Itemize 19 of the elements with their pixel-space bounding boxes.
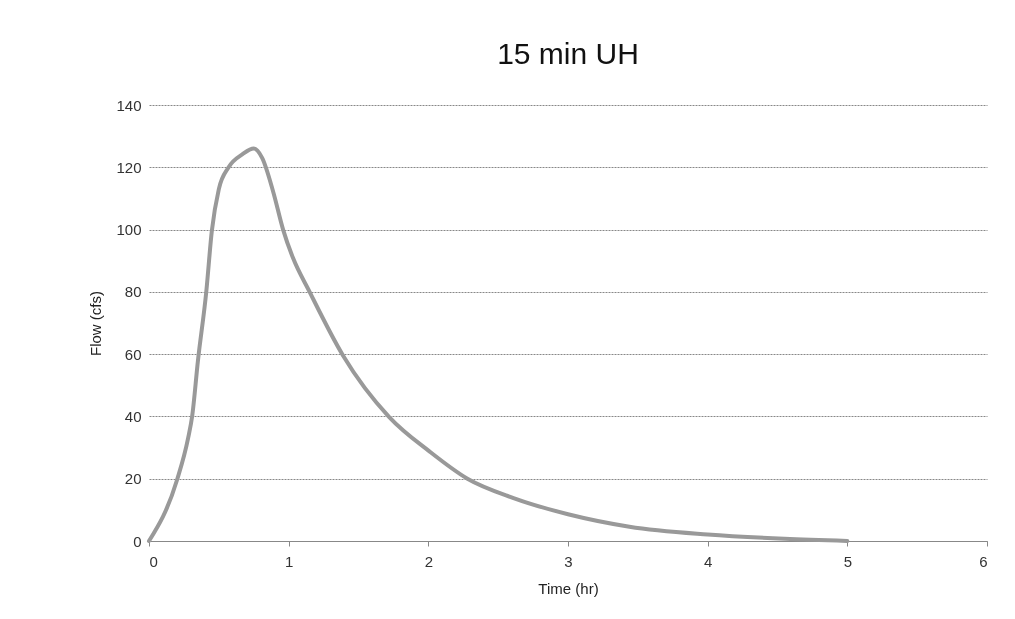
x-tick-label: 6 [979, 552, 988, 570]
x-tick-label: 2 [424, 552, 434, 570]
y-tick-label: 40 [124, 407, 142, 425]
x-tick-label: 4 [703, 552, 713, 570]
x-tick-label: 1 [284, 552, 294, 570]
chart-title: 15 min UH [497, 37, 639, 70]
y-tick-label: 80 [124, 283, 142, 301]
y-tick-label: 120 [116, 158, 142, 176]
y-tick-label: 0 [133, 532, 142, 550]
line-series [147, 146, 850, 543]
x-axis-title: Time (hr) [538, 579, 599, 597]
x-tick-label: 3 [564, 552, 573, 570]
x-tick-label: 0 [149, 552, 158, 570]
y-axis-title: Flow (cfs) [87, 291, 105, 356]
y-tick-label: 60 [124, 345, 142, 363]
y-tick-label: 20 [124, 470, 142, 488]
y-tick-label: 100 [116, 221, 142, 239]
x-tick-label: 5 [843, 552, 853, 570]
y-tick-label: 140 [116, 96, 142, 114]
